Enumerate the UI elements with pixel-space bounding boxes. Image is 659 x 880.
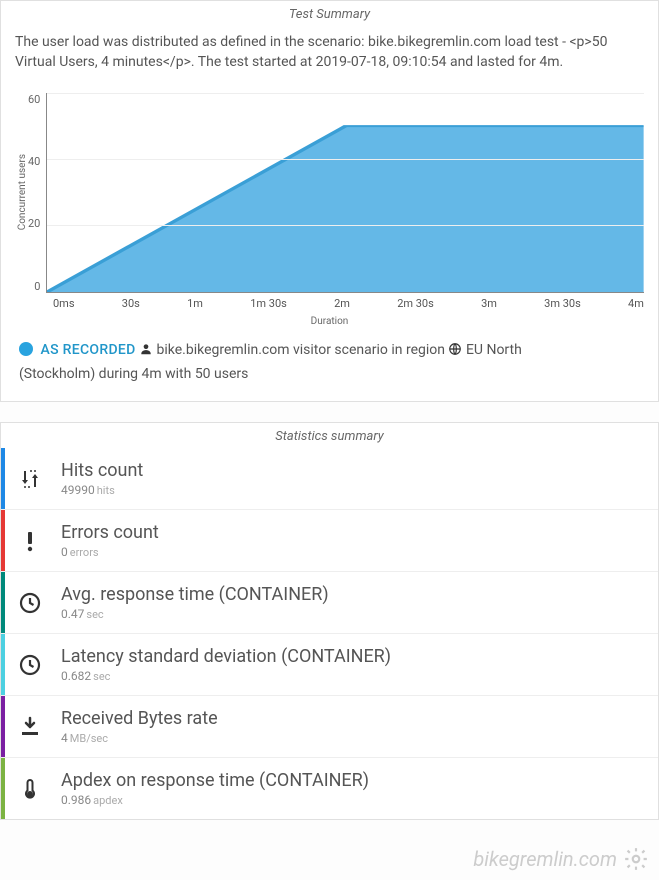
gear-icon — [623, 846, 649, 872]
stat-body: Apdex on response time (CONTAINER) 0.986a… — [55, 758, 658, 819]
stat-body: Latency standard deviation (CONTAINER) 0.… — [55, 634, 658, 695]
xtick: 4m — [628, 297, 644, 310]
xtick: 2m 30s — [397, 297, 434, 310]
ytick: 60 — [28, 93, 40, 106]
chart-area-svg — [47, 93, 644, 292]
chart-yticks: 60 40 20 0 — [28, 93, 46, 293]
watermark-text: bikegremlin.com — [473, 847, 617, 871]
legend-text-a: bike.bikegremlin.com visitor scenario in… — [157, 342, 445, 358]
stat-row: Errors count 0errors — [1, 509, 658, 571]
chart-plot — [46, 93, 644, 293]
stat-value: 4MB/sec — [61, 731, 652, 745]
xtick: 0ms — [53, 297, 75, 310]
stat-title: Hits count — [61, 460, 652, 481]
watermark: bikegremlin.com — [473, 846, 649, 872]
globe-icon — [448, 341, 462, 363]
stat-value: 0.986apdex — [61, 793, 652, 807]
stats-title: Statistics summary — [1, 423, 658, 448]
stat-body: Hits count 49990hits — [55, 448, 658, 509]
stat-title: Received Bytes rate — [61, 708, 652, 729]
xtick: 1m 30s — [250, 297, 287, 310]
clock-icon — [5, 577, 55, 629]
stat-body: Avg. response time (CONTAINER) 0.47sec — [55, 572, 658, 633]
legend-text-b: EU North — [466, 342, 522, 358]
stat-value: 49990hits — [61, 483, 652, 497]
stat-body: Received Bytes rate 4MB/sec — [55, 696, 658, 757]
xtick: 30s — [122, 297, 140, 310]
stat-row: Latency standard deviation (CONTAINER) 0.… — [1, 633, 658, 695]
stat-value: 0errors — [61, 545, 652, 559]
legend-dot-icon — [19, 342, 33, 356]
legend-as-recorded: AS RECORDED — [40, 342, 135, 358]
xtick: 1m — [187, 297, 203, 310]
chart-xticks: 0ms 30s 1m 1m 30s 2m 2m 30s 3m 3m 30s 4m — [53, 297, 644, 310]
stat-row: Received Bytes rate 4MB/sec — [1, 695, 658, 757]
hits-icon — [5, 453, 55, 505]
stats-list: Hits count 49990hits Errors count 0errors Av… — [1, 448, 658, 819]
thermo-icon — [5, 763, 55, 815]
stat-value: 0.682sec — [61, 669, 652, 683]
stat-value: 0.47sec — [61, 607, 652, 621]
chart-area-fill — [47, 126, 644, 292]
stat-title: Apdex on response time (CONTAINER) — [61, 770, 652, 791]
stat-title: Errors count — [61, 522, 652, 543]
chart-xlabel: Duration — [15, 316, 644, 327]
stat-row: Avg. response time (CONTAINER) 0.47sec — [1, 571, 658, 633]
test-summary-panel: Test Summary The user load was distribut… — [0, 0, 659, 402]
test-summary-title: Test Summary — [1, 1, 658, 26]
error-icon — [5, 515, 55, 567]
download-icon — [5, 701, 55, 753]
test-summary-description: The user load was distributed as defined… — [1, 26, 658, 85]
stat-row: Hits count 49990hits — [1, 448, 658, 509]
stat-row: Apdex on response time (CONTAINER) 0.986a… — [1, 757, 658, 819]
stat-title: Avg. response time (CONTAINER) — [61, 584, 652, 605]
chart-container: Concurrent users 60 40 20 0 0ms 30s 1m 1… — [1, 85, 658, 331]
ytick: 20 — [28, 217, 40, 230]
stat-title: Latency standard deviation (CONTAINER) — [61, 646, 652, 667]
legend-line2: (Stockholm) during 4m with 50 users — [19, 366, 248, 382]
user-icon — [139, 341, 153, 363]
xtick: 3m 30s — [544, 297, 581, 310]
ytick: 40 — [28, 155, 40, 168]
ytick: 0 — [34, 280, 40, 293]
chart-ylabel: Concurrent users — [15, 154, 28, 230]
clock-icon — [5, 639, 55, 691]
xtick: 2m — [334, 297, 350, 310]
chart-legend: AS RECORDED bike.bikegremlin.com visitor… — [1, 331, 658, 402]
stat-body: Errors count 0errors — [55, 510, 658, 571]
stats-panel: Statistics summary Hits count 49990hits Er… — [0, 422, 659, 820]
xtick: 3m — [481, 297, 497, 310]
